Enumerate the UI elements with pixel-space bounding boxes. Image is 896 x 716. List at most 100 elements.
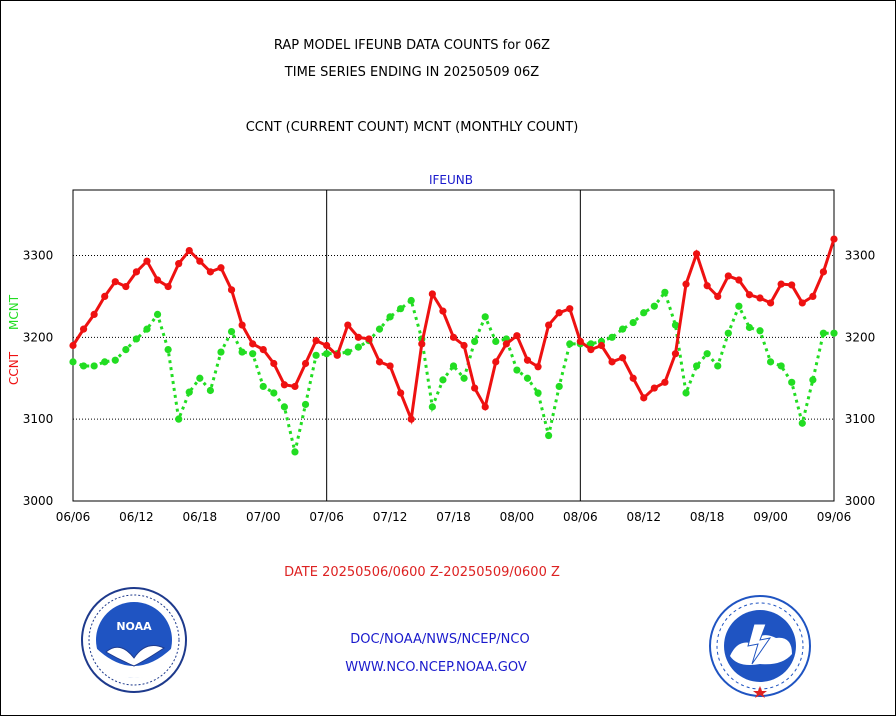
- data-point-mcnt: [534, 389, 542, 397]
- y-tick-label-left: 3100: [23, 412, 54, 426]
- data-point-mcnt: [703, 350, 711, 358]
- data-point-mcnt: [90, 362, 98, 370]
- data-point-ccnt: [280, 381, 288, 389]
- y-axis-label-ccnt: CCNT: [7, 351, 21, 385]
- data-point-ccnt: [756, 294, 764, 302]
- data-point-ccnt: [671, 350, 680, 358]
- x-tick-label: 09/00: [753, 510, 788, 524]
- data-point-ccnt: [365, 335, 373, 343]
- data-point-mcnt: [671, 321, 680, 329]
- data-point-ccnt: [566, 305, 574, 313]
- data-point-mcnt: [555, 382, 563, 391]
- data-point-ccnt: [428, 290, 436, 298]
- data-point-ccnt: [735, 276, 743, 284]
- data-point-mcnt: [386, 313, 394, 321]
- data-point-mcnt: [756, 327, 764, 335]
- data-point-mcnt: [185, 388, 193, 396]
- data-point-mcnt: [175, 415, 183, 423]
- data-point-ccnt: [481, 403, 489, 411]
- data-point-mcnt: [798, 419, 806, 427]
- data-point-mcnt: [766, 358, 775, 366]
- data-point-mcnt: [375, 325, 384, 333]
- y-tick-label-left: 3000: [23, 494, 54, 508]
- data-point-ccnt: [576, 337, 584, 346]
- data-point-ccnt: [682, 280, 690, 288]
- data-point-mcnt: [724, 329, 732, 337]
- x-tick-label: 08/18: [690, 510, 725, 524]
- data-point-ccnt: [745, 291, 754, 299]
- data-point-ccnt: [777, 280, 785, 288]
- data-point-ccnt: [69, 341, 77, 350]
- data-point-mcnt: [428, 403, 436, 411]
- data-point-mcnt: [79, 362, 88, 370]
- x-tick-label: 06/06: [56, 510, 91, 524]
- data-point-ccnt: [460, 341, 468, 350]
- data-point-ccnt: [471, 384, 479, 392]
- data-point-ccnt: [587, 345, 595, 354]
- data-point-mcnt: [354, 343, 362, 351]
- data-point-mcnt: [323, 350, 331, 358]
- data-point-ccnt: [301, 359, 310, 368]
- x-tick-label: 07/00: [246, 510, 281, 524]
- data-point-mcnt: [661, 288, 669, 296]
- data-point-mcnt: [745, 323, 754, 332]
- x-tick-label: 08/06: [563, 510, 598, 524]
- data-point-mcnt: [640, 309, 648, 317]
- data-point-ccnt: [724, 272, 732, 280]
- data-point-mcnt: [545, 431, 553, 440]
- svg-text:NOAA: NOAA: [116, 620, 152, 633]
- data-point-mcnt: [682, 389, 690, 397]
- data-point-ccnt: [703, 282, 711, 290]
- data-point-ccnt: [449, 333, 458, 341]
- data-point-ccnt: [101, 292, 109, 300]
- data-point-ccnt: [830, 235, 838, 243]
- series-line-mcnt: [72, 289, 834, 453]
- data-point-ccnt: [196, 257, 204, 265]
- data-point-ccnt: [164, 282, 172, 291]
- data-point-mcnt: [301, 400, 310, 409]
- data-point-ccnt: [227, 286, 236, 294]
- data-point-ccnt: [809, 292, 817, 300]
- data-point-mcnt: [587, 340, 595, 348]
- data-point-ccnt: [90, 310, 98, 318]
- y-tick-label-right: 3100: [845, 412, 876, 426]
- org-path: DOC/NOAA/NWS/NCEP/NCO: [350, 632, 530, 647]
- data-point-ccnt: [386, 362, 394, 370]
- data-point-mcnt: [492, 337, 500, 346]
- data-point-mcnt: [523, 374, 532, 382]
- data-point-mcnt: [227, 327, 236, 336]
- data-point-ccnt: [650, 384, 658, 392]
- data-point-ccnt: [206, 268, 215, 276]
- data-point-mcnt: [481, 313, 489, 321]
- data-point-mcnt: [735, 302, 743, 310]
- data-point-ccnt: [175, 260, 183, 268]
- x-tick-label: 08/00: [500, 510, 535, 524]
- data-point-ccnt: [238, 321, 246, 329]
- data-point-mcnt: [249, 350, 257, 358]
- data-point-mcnt: [619, 325, 627, 333]
- data-point-mcnt: [714, 362, 722, 370]
- data-point-mcnt: [69, 358, 77, 366]
- data-point-mcnt: [397, 305, 405, 313]
- data-point-ccnt: [714, 292, 722, 300]
- data-point-ccnt: [629, 374, 637, 382]
- data-point-ccnt: [545, 321, 553, 329]
- data-point-ccnt: [344, 321, 352, 329]
- data-point-mcnt: [692, 362, 701, 370]
- data-point-ccnt: [270, 359, 278, 368]
- data-point-mcnt: [460, 374, 468, 382]
- data-point-mcnt: [259, 382, 267, 391]
- data-point-mcnt: [153, 310, 162, 318]
- data-point-ccnt: [439, 307, 447, 315]
- data-point-mcnt: [111, 356, 119, 364]
- data-point-mcnt: [439, 376, 447, 384]
- date-range: DATE 20250506/0600 Z-20250509/0600 Z: [284, 565, 560, 580]
- y-tick-label-left: 3200: [23, 330, 54, 344]
- x-tick-label: 09/06: [817, 510, 852, 524]
- data-point-mcnt: [629, 318, 637, 327]
- website: WWW.NCO.NCEP.NOAA.GOV: [345, 660, 527, 675]
- data-point-mcnt: [206, 386, 215, 395]
- data-point-ccnt: [418, 340, 426, 348]
- x-tick-label: 06/12: [119, 510, 154, 524]
